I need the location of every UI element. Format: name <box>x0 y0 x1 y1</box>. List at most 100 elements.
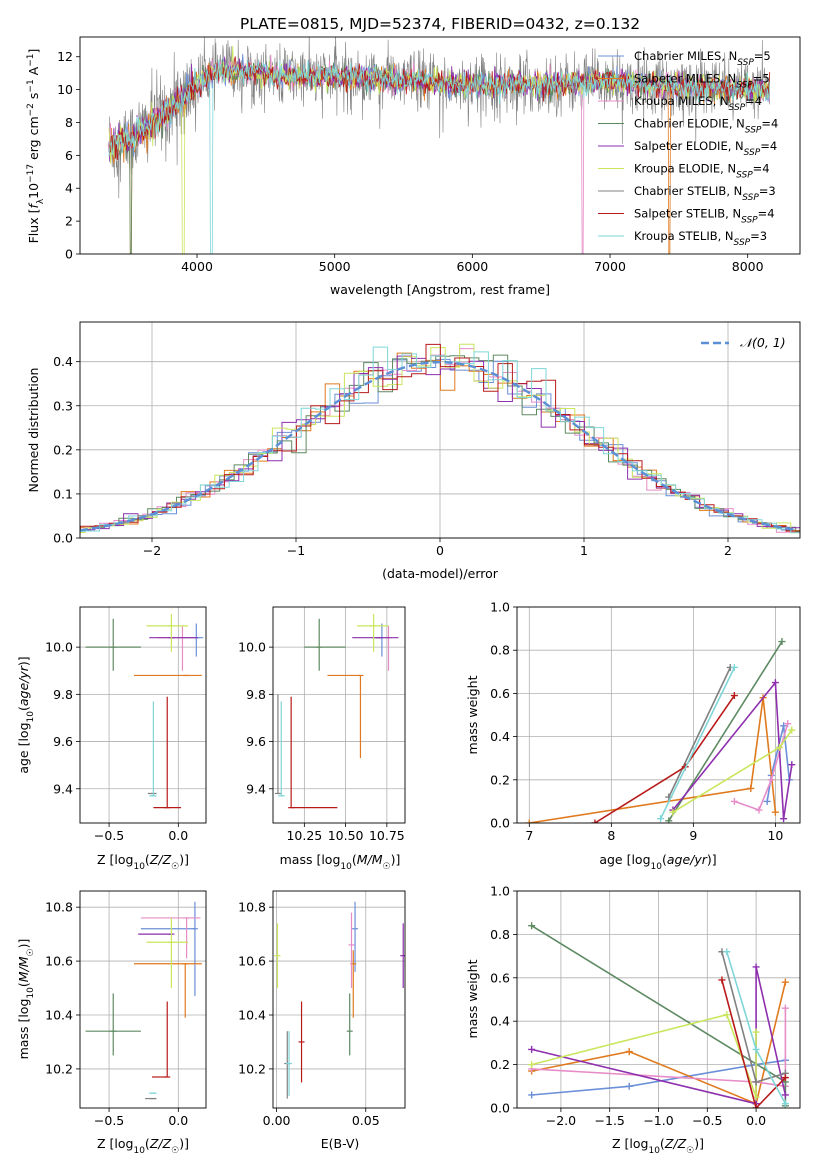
y-tick-label: 8 <box>65 115 73 130</box>
age_vs_mass-x-label: mass [log10(M/M☉)] <box>280 852 401 872</box>
age_vs_Z-errorbar-kroupa_stelib <box>149 701 157 797</box>
y-tick-label: 0 <box>65 247 73 262</box>
weight_vs_age-marker-salpeter_stelib <box>730 692 738 700</box>
weight_vs_Z-marker-kroupa_stelib <box>752 1045 760 1053</box>
x-tick-label: −2.0 <box>546 1113 576 1128</box>
mass_vs_ebv-errorbar-salpeter_stelib <box>298 1001 305 1083</box>
weight_vs_age-marker-chabrier_miles <box>780 722 788 730</box>
weight_vs_age-marker-kroupa_miles <box>730 797 738 805</box>
age_vs_mass-errorbar-salpeter_miles <box>327 674 364 759</box>
residuals-frame <box>79 321 801 539</box>
y-tick-label: 9.4 <box>246 781 266 796</box>
y-tick-label: 10.4 <box>238 1008 266 1023</box>
y-tick-label: 0.3 <box>53 398 73 413</box>
age_vs_Z-frame <box>79 606 207 824</box>
spectrum-frame <box>79 36 801 255</box>
weight_vs_Z-line-chabrier_miles <box>531 1059 786 1096</box>
mass_vs_Z-x-label: Z [log10(Z/Z☉)] <box>97 1136 189 1156</box>
spectrum-line-kroupa_stelib <box>108 59 771 254</box>
mass_vs_ebv-errorbar-kroupa_stelib <box>286 1031 293 1096</box>
x-tick-label: 0 <box>436 543 444 558</box>
x-tick-label: 5000 <box>319 259 351 274</box>
weight_vs_age-marker-chabrier_elodie <box>778 638 786 646</box>
y-tick-label: 10.6 <box>238 954 266 969</box>
x-tick-label: 0.0 <box>168 1113 188 1128</box>
y-tick-label: 0.0 <box>490 1101 510 1116</box>
mass_vs_Z-axes: −0.5 0.0 10.2 10.4 10.6 10.8 <box>45 891 206 1128</box>
figure-title: PLATE=0815, MJD=52374, FIBERID=0432, z=0… <box>240 15 640 33</box>
legend-label-kroupa_stelib: Kroupa STELIB, NSSP=3 <box>634 229 767 248</box>
y-tick-label: 0.6 <box>490 686 510 701</box>
weight_vs_age-marker-kroupa_stelib <box>657 815 665 823</box>
x-tick-label: −0.5 <box>94 828 124 843</box>
weight_vs_age-marker-kroupa_miles <box>755 806 763 814</box>
x-tick-label: 0.00 <box>263 1113 291 1128</box>
age_vs_Z-axes: −0.5 0.0 9.4 9.6 9.8 10.0 <box>45 607 206 843</box>
x-tick-label: −2 <box>143 543 161 558</box>
legend-label-kroupa_miles: Kroupa MILES, NSSP=4 <box>634 94 762 113</box>
mass_vs_ebv-errorbar-chabrier_elodie <box>346 993 353 1056</box>
weight_vs_Z-marker-chabrier_stelib <box>752 1078 760 1086</box>
legend-label-kroupa_elodie: Kroupa ELODIE, NSSP=4 <box>634 162 770 181</box>
spectrum-line-salpeter_stelib <box>108 56 771 161</box>
weight_vs_age-line-chabrier_stelib <box>668 667 732 798</box>
weight_vs_age-marker-salpeter_elodie <box>780 815 788 823</box>
y-tick-label: 10.8 <box>238 900 266 915</box>
spectrum-plot-area <box>108 37 771 254</box>
x-tick-label: 6000 <box>456 259 488 274</box>
weight_vs_age-marker-chabrier_miles <box>763 797 771 805</box>
y-tick-label: 9.8 <box>53 687 73 702</box>
age_vs_Z-errorbar-kroupa_elodie <box>146 614 188 652</box>
weight_vs_age-marker-kroupa_miles <box>767 776 775 784</box>
mass_vs_ebv-errorbar-kroupa_elodie <box>274 923 281 989</box>
mass_vs_Z-errorbar-kroupa_miles <box>140 917 201 959</box>
age_vs_mass-axes: 10.25 10.50 10.75 9.4 9.6 9.8 10.0 <box>238 607 405 843</box>
x-tick-label: 7000 <box>594 259 626 274</box>
legend-label-salpeter_miles: Salpeter MILES, NSSP=5 <box>634 72 770 91</box>
weight_vs_age-x-label: age [log10(age/yr)] <box>599 852 716 872</box>
weight_vs_Z-line-salpeter_stelib <box>721 979 786 1108</box>
weight_vs_Z-y-label: mass weight <box>465 959 480 1038</box>
x-tick-label: 1 <box>580 543 588 558</box>
weight_vs_Z-marker-salpeter_stelib <box>718 976 726 984</box>
age_vs_Z-y-label: age [log10(age/yr)] <box>16 656 36 773</box>
x-tick-label: −1 <box>287 543 305 558</box>
weight_vs_Z-marker-salpeter_miles <box>625 1048 633 1056</box>
mass_vs_Z-errorbar-kroupa_elodie <box>146 917 188 989</box>
y-tick-label: 10.8 <box>45 900 73 915</box>
residuals-plot-area <box>80 343 800 534</box>
x-tick-label: 4000 <box>181 259 213 274</box>
legend-label-salpeter_stelib: Salpeter STELIB, NSSP=4 <box>634 207 775 226</box>
y-tick-label: 0.4 <box>490 729 510 744</box>
weight_vs_Z-marker-salpeter_stelib <box>752 1104 760 1108</box>
x-tick-label: 0.05 <box>352 1113 380 1128</box>
y-tick-label: 10.0 <box>238 640 266 655</box>
weight_vs_Z-marker-salpeter_elodie <box>528 1045 536 1053</box>
x-tick-label: 10.25 <box>286 828 322 843</box>
y-tick-label: 0.6 <box>490 970 510 985</box>
weight_vs_Z-marker-kroupa_stelib <box>781 1100 789 1108</box>
age_vs_mass-errorbar-kroupa_stelib <box>278 701 285 797</box>
age_vs_mass-frame <box>272 606 406 824</box>
weight_vs_Z-marker-kroupa_elodie <box>752 1028 760 1036</box>
weight_vs_Z-x-label: Z [log10(Z/Z☉)] <box>612 1136 704 1156</box>
weight_vs_age-marker-salpeter_elodie <box>771 679 779 687</box>
weight_vs_Z-marker-chabrier_miles <box>528 1091 536 1099</box>
mass_vs_Z-frame <box>79 890 207 1109</box>
x-tick-label: 8 <box>607 828 615 843</box>
y-tick-label: 10.2 <box>238 1061 266 1076</box>
y-tick-label: 0.8 <box>490 643 510 658</box>
weight_vs_age-marker-kroupa_elodie <box>788 726 796 734</box>
legend-label-chabrier_stelib: Chabrier STELIB, NSSP=3 <box>634 184 776 203</box>
y-tick-label: 0.2 <box>490 772 510 787</box>
mass_vs_Z-plot-area <box>85 901 202 1100</box>
x-tick-label: 10.75 <box>369 828 405 843</box>
weight_vs_age-marker-kroupa_elodie <box>775 743 783 751</box>
x-tick-label: 10.50 <box>328 828 364 843</box>
spectrum-y-label: Flux [fλ10−17 erg cm−2 s−1 A−1] <box>26 49 46 244</box>
age_vs_mass-errorbar-chabrier_stelib <box>274 694 281 795</box>
y-tick-label: 0.1 <box>53 486 73 501</box>
x-tick-label: 10 <box>767 828 783 843</box>
weight_vs_age-line-chabrier_miles <box>766 725 791 802</box>
